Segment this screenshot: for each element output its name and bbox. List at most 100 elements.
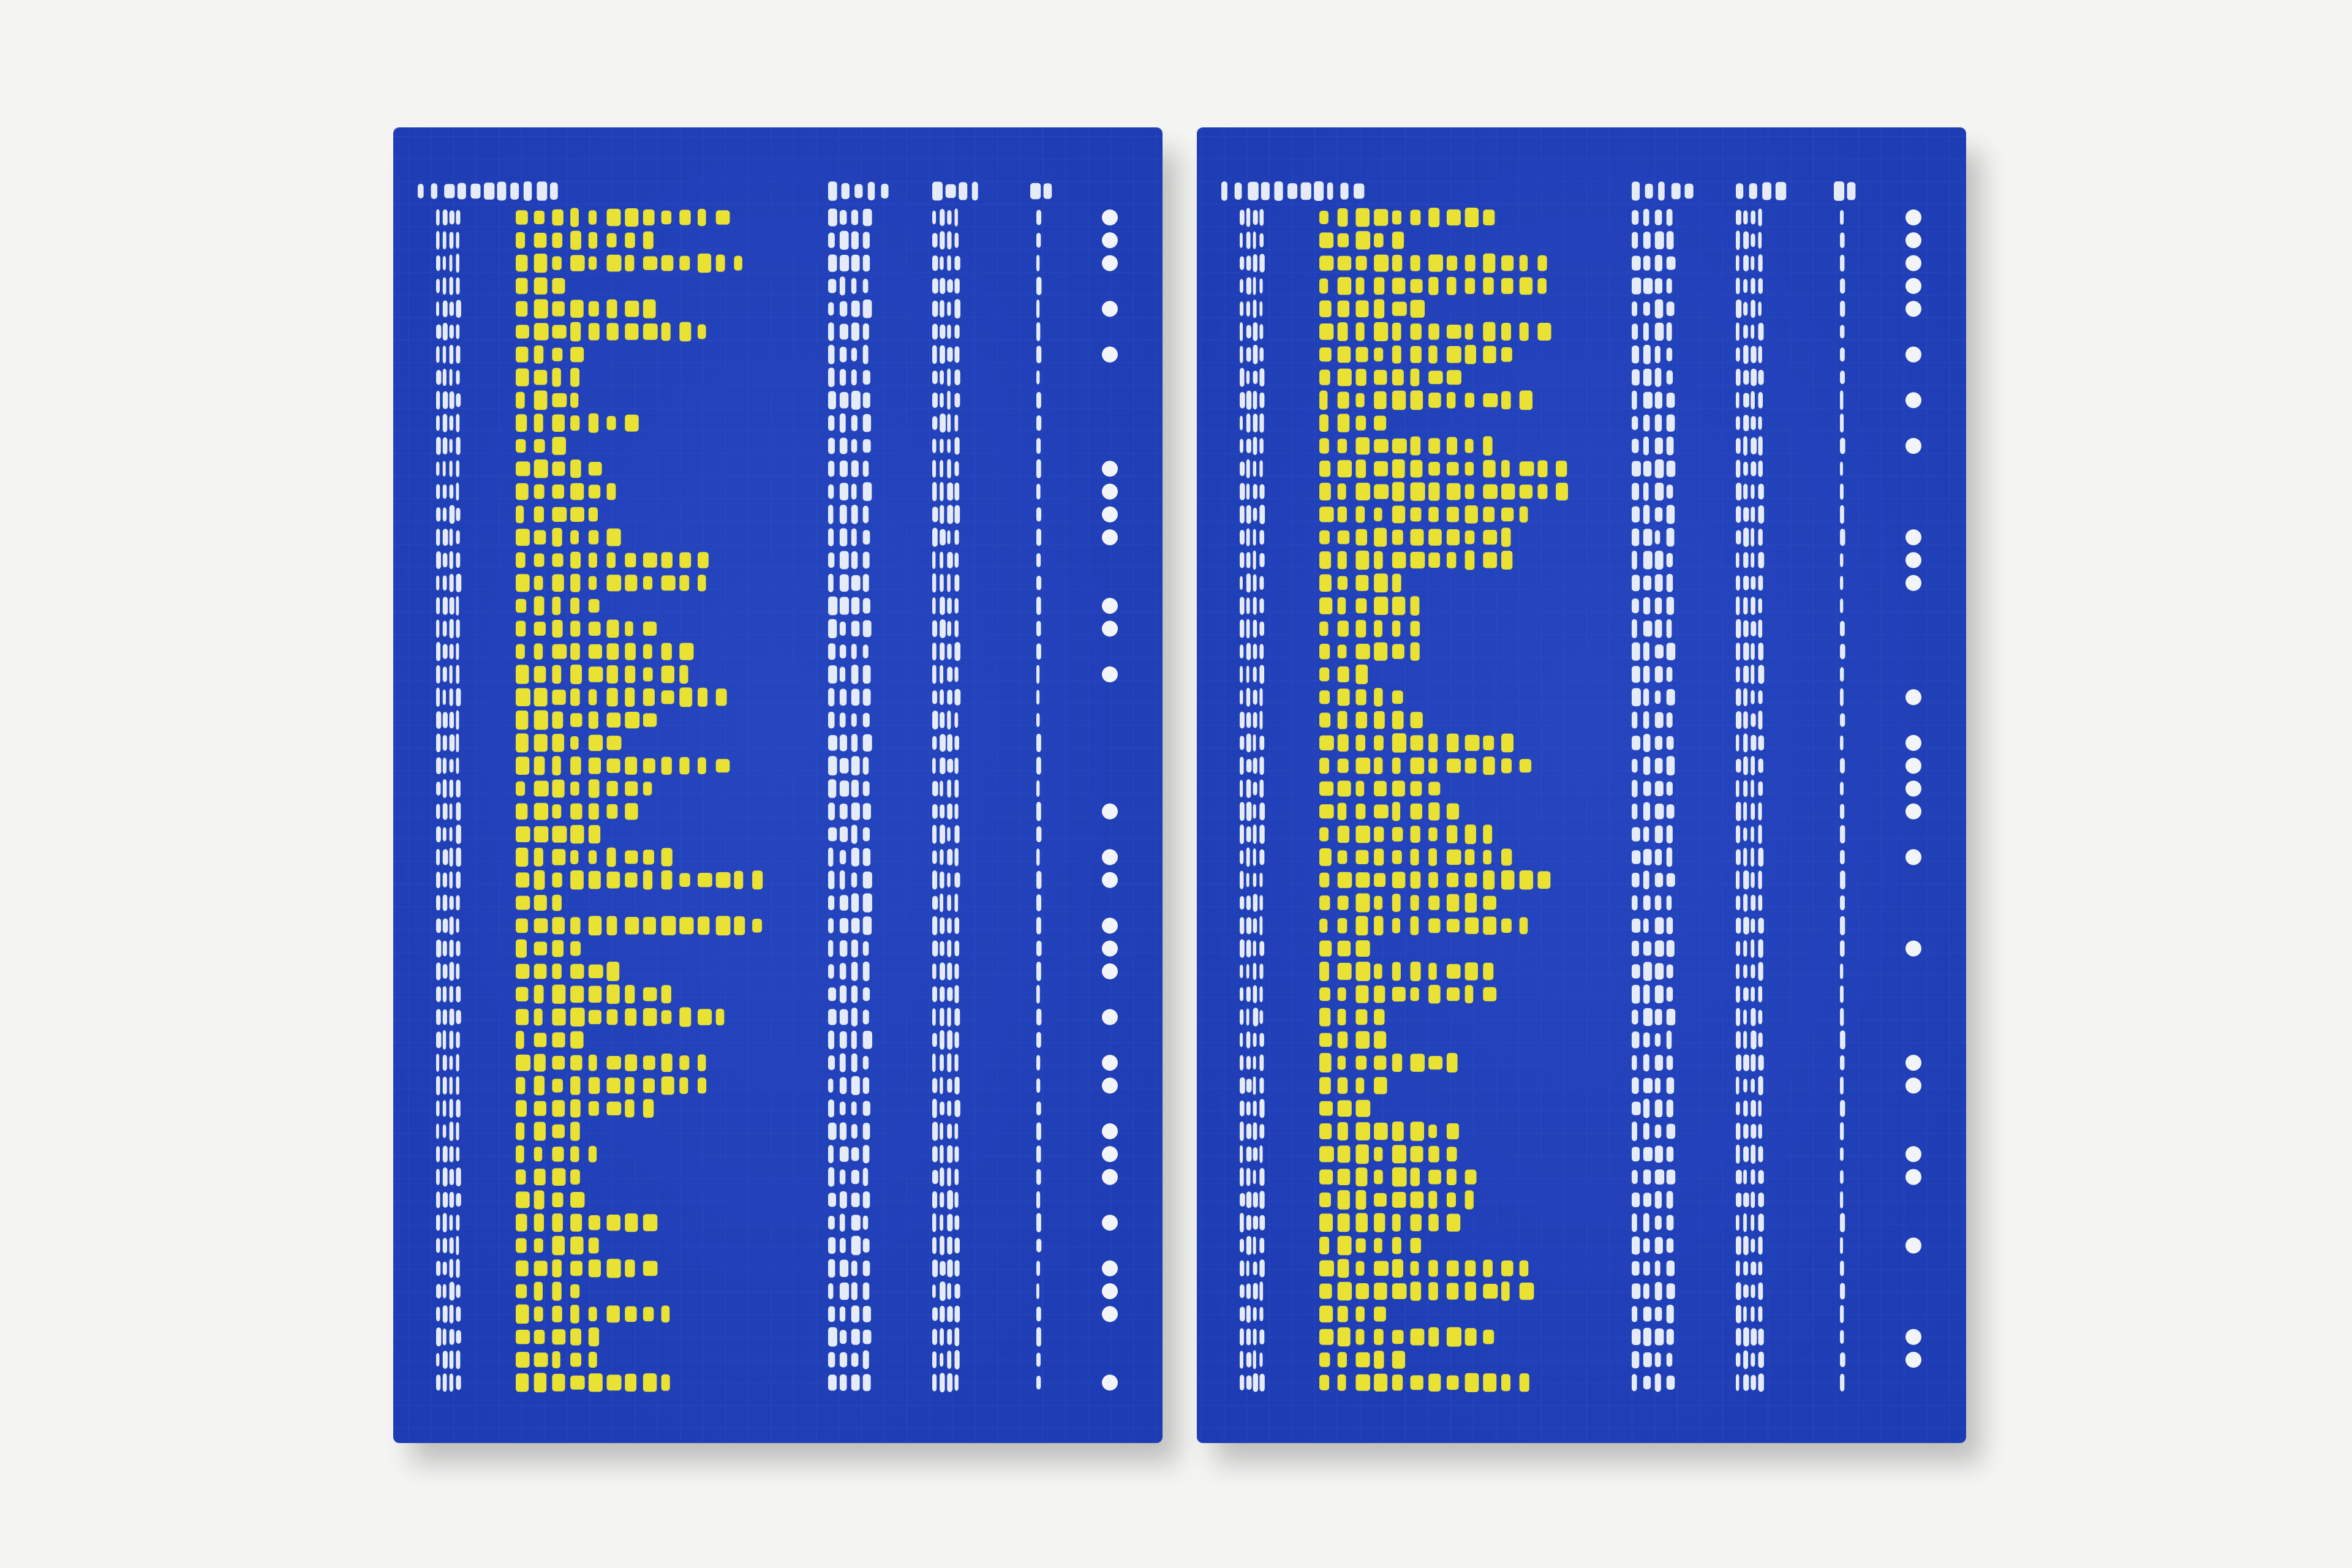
white-glyph — [1758, 1100, 1762, 1117]
yellow-glyph — [533, 253, 548, 273]
white-glyph — [1240, 345, 1243, 363]
white-glyph — [947, 918, 952, 934]
white-glyph — [1751, 734, 1757, 752]
yellow-glyph — [1319, 781, 1334, 796]
white-glyph — [828, 415, 835, 431]
white-glyph — [449, 803, 453, 820]
white-glyph — [828, 254, 837, 272]
white-glyph — [1253, 1215, 1259, 1230]
white-glyph — [1666, 322, 1672, 341]
yellow-glyph — [588, 1101, 599, 1116]
yellow-glyph — [1374, 484, 1389, 499]
yellow-glyph — [1537, 278, 1547, 294]
yellow-glyph — [1355, 208, 1370, 227]
white-glyph — [1840, 1076, 1844, 1095]
white-glyph — [456, 507, 461, 521]
yellow-glyph — [1446, 1260, 1459, 1276]
white-glyph — [862, 1077, 870, 1095]
yellow-glyph — [1319, 848, 1332, 866]
white-glyph — [839, 1237, 846, 1254]
yellow-glyph — [533, 390, 548, 410]
yellow-glyph — [1355, 322, 1365, 341]
white-glyph — [1643, 1352, 1652, 1368]
white-glyph — [862, 439, 871, 453]
white-glyph — [436, 1031, 442, 1049]
white-glyph — [947, 210, 952, 225]
white-glyph — [940, 1305, 945, 1322]
white-glyph — [436, 665, 440, 684]
white-glyph — [1643, 918, 1649, 933]
white-glyph — [442, 1237, 448, 1254]
white-glyph — [1743, 1123, 1749, 1139]
white-glyph — [1240, 505, 1245, 524]
white-glyph — [449, 916, 454, 935]
yellow-glyph — [552, 1100, 565, 1117]
yellow-glyph — [1392, 390, 1406, 410]
white-glyph — [1036, 255, 1040, 272]
white-glyph — [940, 1167, 944, 1187]
yellow-glyph — [1392, 690, 1403, 704]
white-glyph — [1758, 1146, 1763, 1163]
white-glyph — [436, 437, 441, 455]
white-glyph — [1840, 850, 1845, 865]
yellow-glyph — [1410, 1054, 1425, 1072]
white-glyph — [940, 1122, 943, 1140]
white-glyph — [862, 620, 872, 638]
white-glyph — [947, 1123, 952, 1139]
white-dot — [1102, 1077, 1118, 1094]
white-glyph — [932, 665, 937, 684]
white-glyph — [851, 597, 860, 615]
white-glyph — [839, 323, 849, 340]
yellow-glyph — [552, 711, 564, 729]
white-glyph — [851, 1235, 861, 1256]
yellow-glyph — [570, 850, 579, 864]
white-glyph — [1751, 1123, 1757, 1139]
yellow-glyph — [552, 963, 562, 979]
yellow-glyph — [533, 1373, 547, 1393]
white-glyph — [456, 277, 460, 295]
white-glyph — [449, 1350, 454, 1370]
white-glyph — [1643, 781, 1651, 796]
white-glyph — [1758, 1192, 1764, 1207]
white-glyph — [442, 802, 448, 820]
white-glyph — [449, 759, 454, 773]
white-glyph — [947, 552, 953, 568]
white-glyph — [947, 734, 953, 752]
header-glyph — [470, 183, 481, 199]
white-glyph — [828, 437, 835, 454]
white-glyph — [1840, 940, 1845, 957]
white-glyph — [1840, 1030, 1845, 1050]
white-glyph — [1666, 1191, 1673, 1209]
white-glyph — [436, 1123, 439, 1139]
yellow-glyph — [625, 300, 639, 317]
white-glyph — [828, 665, 837, 684]
white-glyph — [1840, 529, 1845, 546]
white-glyph — [839, 209, 847, 225]
white-glyph — [1654, 849, 1662, 865]
yellow-glyph — [1392, 733, 1407, 753]
white-glyph — [1751, 847, 1754, 867]
white-glyph — [1758, 962, 1763, 981]
white-glyph — [1758, 710, 1763, 730]
yellow-glyph — [570, 1213, 582, 1232]
white-glyph — [1666, 1375, 1675, 1390]
yellow-glyph — [1428, 392, 1441, 408]
yellow-glyph — [552, 1032, 565, 1048]
white-glyph — [839, 597, 850, 615]
white-glyph — [862, 1329, 872, 1344]
yellow-glyph — [1355, 1167, 1368, 1186]
white-glyph — [1666, 370, 1673, 385]
white-glyph — [940, 962, 946, 981]
white-glyph — [1246, 390, 1252, 410]
white-glyph — [449, 1055, 453, 1070]
white-glyph — [449, 460, 453, 477]
white-glyph — [1643, 1147, 1653, 1161]
white-glyph — [1632, 345, 1640, 364]
yellow-glyph — [533, 277, 548, 295]
white-glyph — [1736, 1374, 1740, 1392]
white-glyph — [1736, 711, 1742, 729]
yellow-glyph — [1392, 322, 1401, 341]
white-dot — [1905, 849, 1921, 865]
yellow-glyph — [1374, 804, 1389, 819]
white-glyph — [1736, 849, 1741, 865]
